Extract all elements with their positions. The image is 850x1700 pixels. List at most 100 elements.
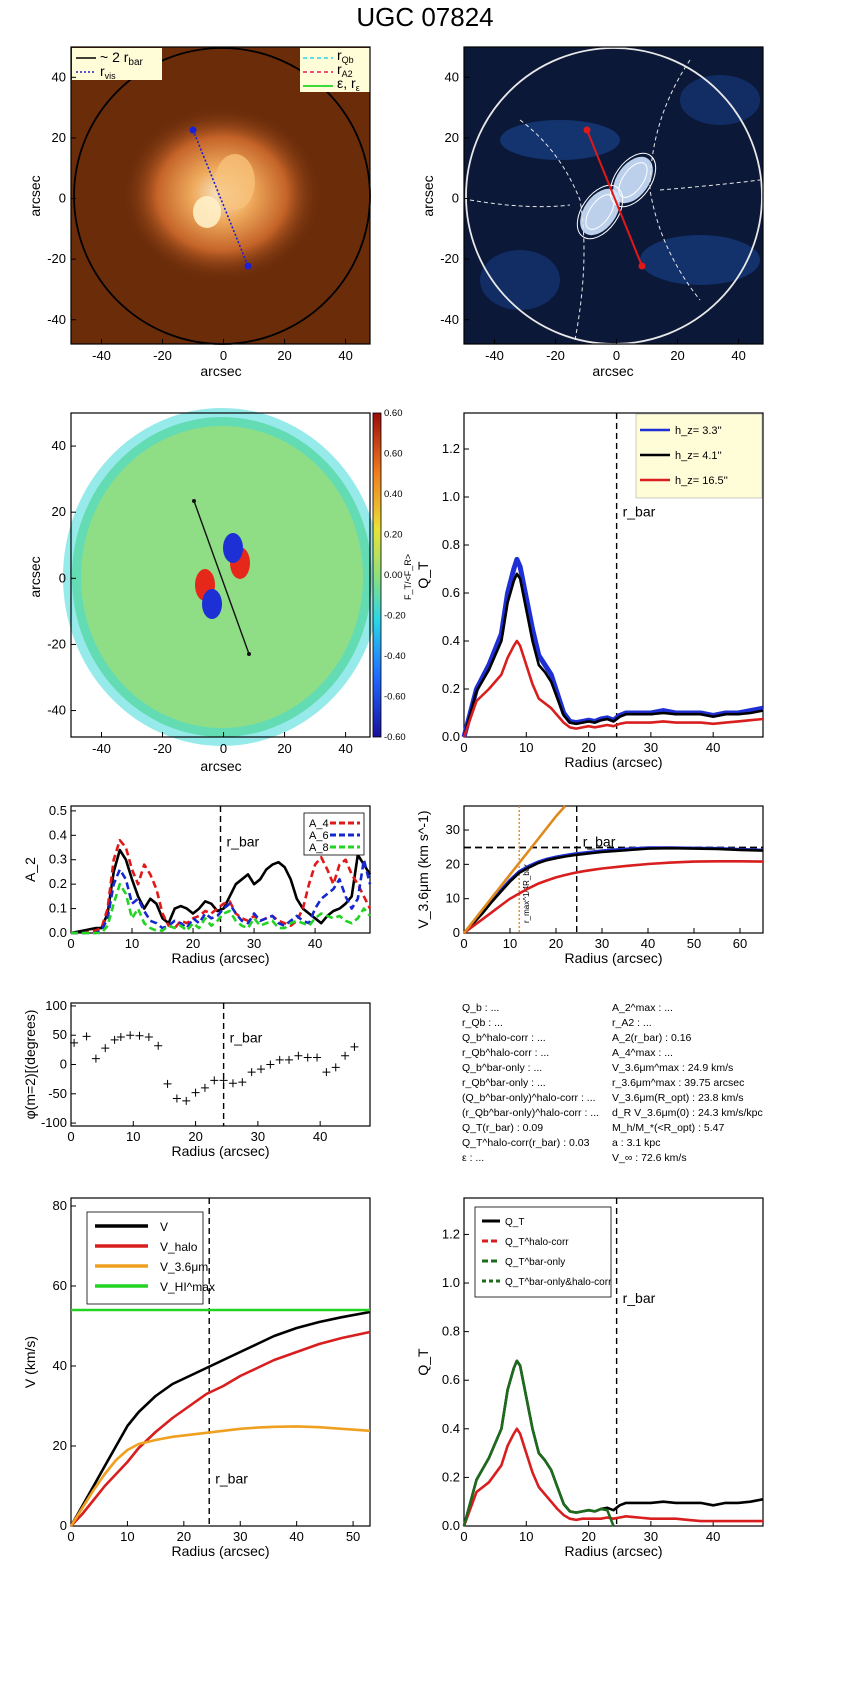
- force-lobe-blue: [223, 533, 243, 563]
- legend-qt-corr: Q_T Q_T^halo-corr Q_T^bar-only Q_T^bar-only…: [474, 1206, 612, 1298]
- y-tick-label: 20: [446, 856, 460, 871]
- x-tick-label: 40: [313, 1129, 327, 1144]
- series-line: [463, 846, 764, 934]
- y-tick-label: 0: [60, 1518, 67, 1533]
- x-tick-label: 20: [581, 1529, 595, 1544]
- data-point: [91, 1054, 100, 1063]
- series-line: [69, 1310, 371, 1527]
- y-tick-label: 0: [59, 570, 66, 585]
- x-tick-label: 20: [277, 741, 291, 756]
- y-tick-label: -40: [47, 703, 66, 718]
- data-point: [116, 1032, 125, 1041]
- y-tick-label: 0.0: [442, 1518, 460, 1533]
- panel-force-map: 0.60 0.60 0.40 0.20 0.00 -0.20 -0.40 -0.60 -0.60…: [27, 408, 413, 774]
- colorbar-tick-label: -0.60: [384, 732, 406, 743]
- legend-label: A_4: [309, 818, 329, 830]
- x-tick-label: -20: [153, 741, 172, 756]
- x-tick-label: 30: [644, 740, 658, 755]
- rvis-endpoint: [244, 262, 252, 270]
- legend-left-box: [72, 48, 162, 80]
- y-tick-label: -20: [47, 636, 66, 651]
- series-line: [461, 556, 764, 738]
- x-tick-label: 20: [188, 1129, 202, 1144]
- param-left: Q_b^bar-only : ...: [462, 1062, 542, 1074]
- x-tick-label: 10: [126, 1129, 140, 1144]
- series-line: [70, 848, 372, 935]
- data-point: [70, 1038, 79, 1047]
- data-point: [266, 1060, 275, 1069]
- y-tick-label: 0: [452, 191, 459, 206]
- legend-label: Q_T: [505, 1217, 524, 1228]
- param-left: Q_T^halo-corr(r_bar) : 0.03: [462, 1137, 590, 1149]
- x-tick-label: 30: [247, 936, 261, 951]
- series-line: [71, 838, 372, 935]
- data-point: [210, 1076, 219, 1085]
- param-right: V_3.6μm^max : 24.9 km/s: [612, 1062, 733, 1074]
- param-right: M_h/M_*(<R_opt) : 5.47: [612, 1122, 725, 1134]
- series-line: [71, 858, 372, 935]
- bar-axis-line: [586, 129, 643, 267]
- y-axis-label: φ(m=2)[(degrees): [22, 1010, 38, 1120]
- x-tick-label: 10: [519, 1529, 533, 1544]
- series-line: [462, 805, 567, 934]
- data-point: [82, 1032, 91, 1041]
- y-axis-label: Q_T: [415, 1348, 431, 1376]
- param-left: Q_b^halo-corr : ...: [462, 1032, 546, 1044]
- y-tick-label: 10: [446, 891, 460, 906]
- chart-qt_corrections: 0 10 20 30 40 0.0 0.2 0.4 0.6 0.8 1.0 1.2 Radius (ar…: [415, 1197, 764, 1559]
- colorbar-label: F_T/<F_R>: [403, 554, 413, 600]
- y-tick-label: 0: [59, 191, 66, 206]
- x-axis-label: arcsec: [200, 758, 241, 774]
- param-right: V_∞ : 72.6 km/s: [612, 1152, 687, 1164]
- data-point: [256, 1065, 265, 1074]
- rbar-label: r_bar: [623, 504, 656, 520]
- bar-axis-line: [193, 500, 250, 655]
- rbar-label: r_bar: [215, 1470, 248, 1486]
- y-tick-label: 0: [453, 925, 460, 940]
- series-line: [462, 1427, 763, 1527]
- x-tick-label: 30: [233, 1529, 247, 1544]
- force-lobe-blue: [202, 589, 222, 619]
- colorbar-tick-label: 0.00: [384, 570, 403, 581]
- param-left: Q_T(r_bar) : 0.09: [462, 1122, 543, 1134]
- legend-label: A_8: [309, 842, 329, 854]
- series-line: [69, 1425, 371, 1527]
- y-tick-label: 0: [60, 1057, 67, 1072]
- y-tick-label: 1.2: [442, 1226, 460, 1241]
- rbar-label: r_bar: [583, 834, 616, 850]
- rbar-label: r_bar: [230, 1029, 263, 1045]
- rvis-endpoint: [189, 126, 197, 134]
- series-line: [462, 639, 764, 738]
- contour: [618, 162, 648, 198]
- y-tick-label: 0.8: [442, 537, 460, 552]
- y-axis-label: arcsec: [27, 556, 43, 597]
- chart-qt_profiles: 0 10 20 30 40 0.0 0.2 0.4 0.6 0.8 1.0 1.2 Radius (ar…: [415, 412, 764, 770]
- x-axis-label: Radius (arcsec): [171, 950, 269, 966]
- data-point: [219, 1076, 228, 1085]
- param-right: A_4^max : ...: [612, 1047, 673, 1059]
- x-axis-label: arcsec: [592, 363, 633, 379]
- data-point: [285, 1055, 294, 1064]
- data-point: [144, 1032, 153, 1041]
- rmax-label: r_max^1/4R_bar: [522, 864, 531, 923]
- y-tick-label: 20: [445, 130, 459, 145]
- legend-label: V_HI^max: [160, 1280, 215, 1294]
- y-tick-label: 0.8: [442, 1324, 460, 1339]
- contour: [469, 199, 571, 208]
- data-point: [163, 1079, 172, 1088]
- y-tick-label: 0.0: [49, 925, 67, 940]
- x-tick-label: 40: [338, 348, 352, 363]
- data-point: [322, 1068, 331, 1077]
- x-tick-label: 50: [346, 1529, 360, 1544]
- x-tick-label: 20: [177, 1529, 191, 1544]
- plot-frame: [70, 1002, 371, 1127]
- series-line: [462, 1359, 615, 1527]
- data-point: [126, 1031, 135, 1040]
- y-tick-label: 50: [53, 1027, 67, 1042]
- legend-label: A_6: [309, 830, 329, 842]
- param-right: r_3.6μm^max : 39.75 arcsec: [612, 1077, 744, 1089]
- bar-endpoint: [583, 126, 591, 134]
- y-tick-label: 0.2: [442, 1469, 460, 1484]
- param-left: r_Qb^halo-corr : ...: [462, 1047, 549, 1059]
- x-tick-label: 30: [644, 1529, 658, 1544]
